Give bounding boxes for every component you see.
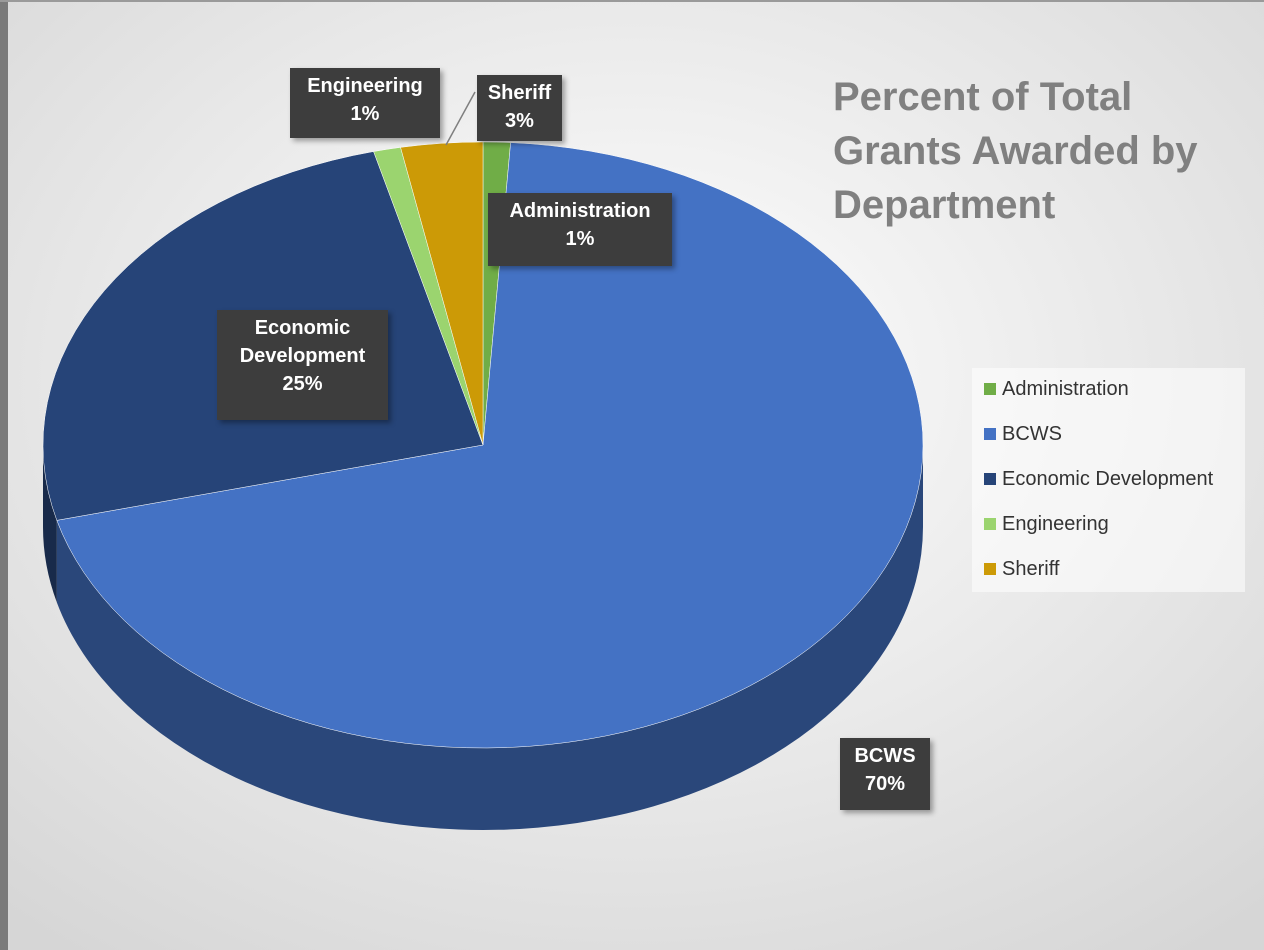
legend-swatch xyxy=(984,428,996,440)
slice-side xyxy=(56,445,923,831)
legend-item: Economic Development xyxy=(984,468,1213,491)
legend: Administration BCWS Economic Development En… xyxy=(972,368,1245,592)
data-label: Economic Development 25% xyxy=(217,310,388,420)
legend-swatch xyxy=(984,473,996,485)
chart-title: Percent of Total Grants Awarded by Depar… xyxy=(833,75,1198,227)
data-label-value: 3% xyxy=(505,110,534,132)
legend-item: Administration xyxy=(984,378,1129,401)
legend-swatch xyxy=(984,383,996,395)
legend-label: Engineering xyxy=(1002,513,1109,535)
leader-line xyxy=(445,91,476,146)
slice xyxy=(56,142,924,749)
legend-swatch xyxy=(984,518,996,530)
top-border xyxy=(0,0,1264,2)
legend-label: Administration xyxy=(1002,378,1129,400)
legend-item: BCWS xyxy=(984,423,1062,446)
data-label-value: 1% xyxy=(350,103,380,125)
data-label-value: 70% xyxy=(864,773,906,795)
data-label-category: Economic Development xyxy=(239,317,366,367)
data-label: Sheriff 3% xyxy=(477,75,562,141)
pie xyxy=(42,141,924,831)
legend-item: Sheriff xyxy=(984,558,1059,581)
legend-label: BCWS xyxy=(1002,423,1062,445)
data-label-category: Sheriff xyxy=(487,82,552,104)
data-label-value: 1% xyxy=(565,228,595,250)
data-label-value: 25% xyxy=(282,373,323,395)
slice xyxy=(400,141,484,446)
data-label-category: BCWS xyxy=(854,745,916,767)
data-label: BCWS 70% xyxy=(840,738,930,810)
data-label-category: Administration xyxy=(509,200,651,222)
data-label: Engineering 1% xyxy=(290,68,440,138)
legend-item: Engineering xyxy=(984,513,1109,536)
left-border xyxy=(0,0,8,950)
data-label-category: Engineering xyxy=(307,75,423,97)
data-label: Administration 1% xyxy=(488,193,672,266)
legend-swatch xyxy=(984,563,996,575)
legend-label: Sheriff xyxy=(1002,558,1060,580)
legend-label: Economic Development xyxy=(1002,468,1214,490)
